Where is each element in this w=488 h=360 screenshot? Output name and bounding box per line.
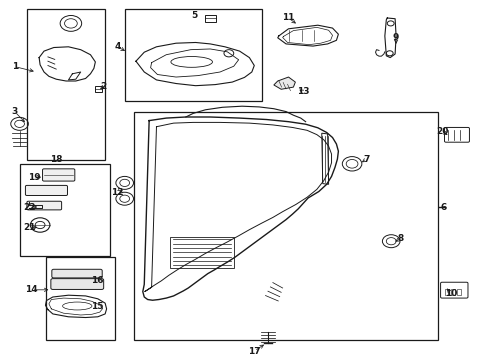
Text: 15: 15: [90, 302, 103, 311]
FancyBboxPatch shape: [52, 269, 102, 278]
Text: 6: 6: [440, 202, 446, 211]
Text: 8: 8: [397, 234, 403, 243]
Polygon shape: [95, 86, 102, 92]
Bar: [450, 289, 454, 295]
Text: 20: 20: [435, 127, 448, 136]
FancyBboxPatch shape: [440, 282, 467, 298]
Polygon shape: [273, 77, 295, 89]
Text: 1: 1: [12, 62, 18, 71]
Bar: [124, 9, 261, 101]
Polygon shape: [205, 15, 216, 22]
Text: 11: 11: [282, 13, 294, 22]
Bar: [456, 289, 460, 295]
Bar: [170, 237, 233, 268]
Text: 9: 9: [392, 33, 399, 42]
Text: 17: 17: [247, 346, 260, 356]
Text: 13: 13: [296, 87, 309, 96]
Text: 16: 16: [90, 276, 103, 284]
Text: 10: 10: [444, 289, 456, 298]
FancyBboxPatch shape: [51, 279, 103, 289]
Text: 18: 18: [50, 154, 62, 163]
Text: 3: 3: [12, 107, 18, 116]
Bar: [46, 257, 115, 340]
Text: 2: 2: [101, 82, 106, 91]
Text: 19: 19: [28, 173, 41, 181]
Bar: [134, 112, 437, 340]
FancyBboxPatch shape: [27, 201, 61, 210]
Text: 14: 14: [25, 285, 38, 294]
Text: 21: 21: [23, 223, 36, 232]
Text: 4: 4: [114, 42, 121, 51]
Text: 5: 5: [191, 10, 197, 19]
Bar: [20, 164, 110, 256]
FancyBboxPatch shape: [25, 185, 67, 195]
Text: 7: 7: [363, 154, 369, 163]
FancyBboxPatch shape: [444, 127, 468, 142]
Bar: [27, 9, 105, 160]
Text: 22: 22: [23, 202, 36, 211]
Text: 12: 12: [111, 188, 123, 197]
FancyBboxPatch shape: [42, 169, 75, 181]
Bar: [444, 289, 447, 295]
